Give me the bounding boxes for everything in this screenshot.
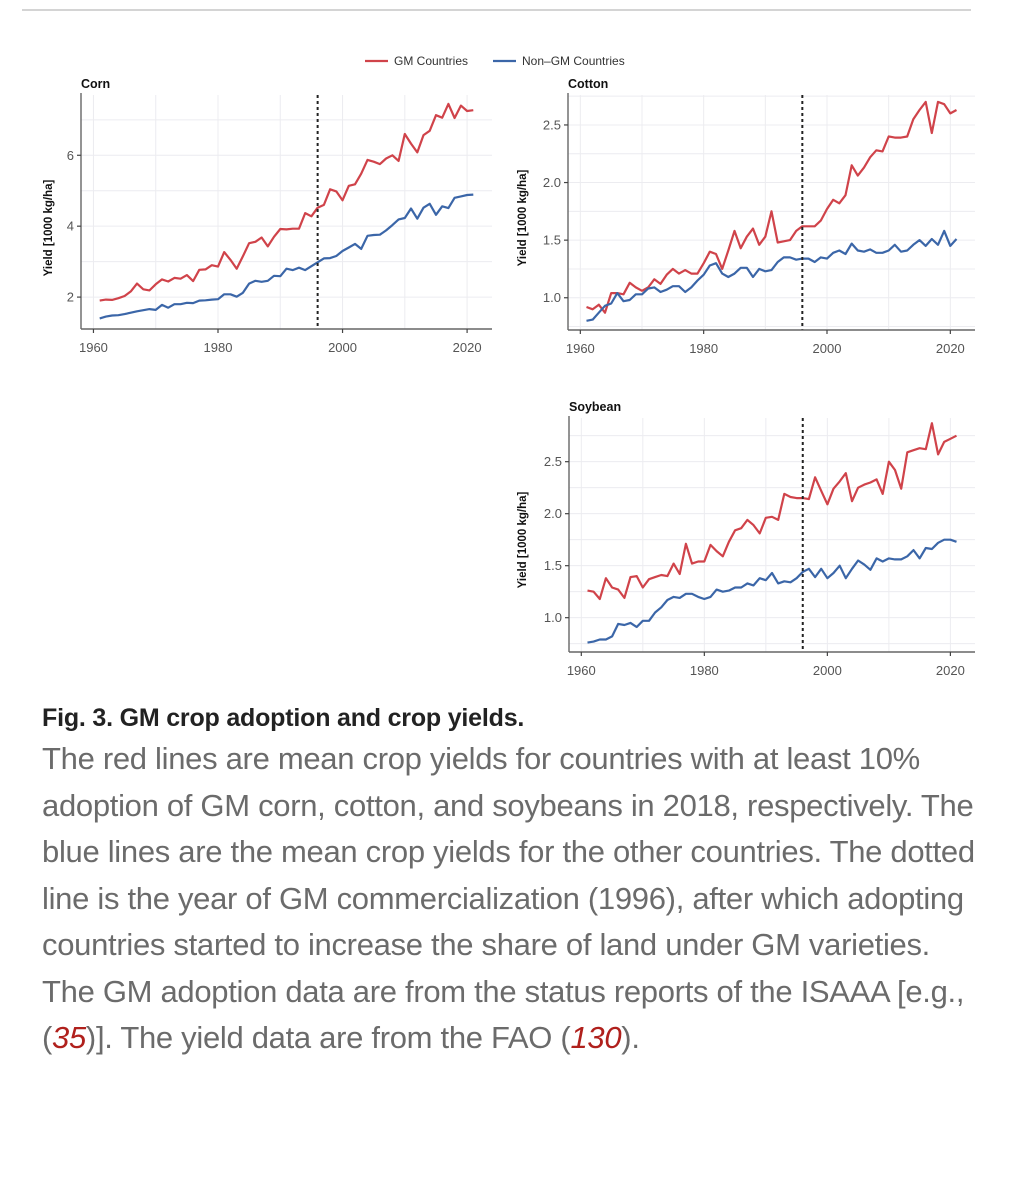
x-tick-label-corn: 2020 [453, 340, 482, 355]
y-tick-label-soybean: 2.5 [544, 454, 562, 469]
series-line-gm-corn [99, 102, 474, 302]
x-tick-label-soybean: 2000 [813, 663, 842, 678]
panel-corn: Corn Yield [1000 kg/ha] 1960 1980 2000 2020… [43, 77, 492, 355]
x-tick-label-cotton: 2000 [813, 341, 842, 356]
series-line-non-gm-corn [99, 193, 474, 320]
series-line-non-gm-cotton [586, 229, 958, 322]
x-tick-label-soybean: 2020 [936, 663, 965, 678]
y-tick-label-cotton: 2.0 [543, 175, 561, 190]
caption-heading: GM crop adoption and crop yields. [119, 704, 525, 732]
figure-gm-crop-yields: GM Countries Non–GM Countries Corn Yield… [43, 54, 975, 678]
y-tick-label-corn: 2 [67, 290, 74, 305]
y-tick-label-cotton: 1.5 [543, 233, 561, 248]
series-line-gm-soybean [587, 422, 957, 601]
x-tick-label-corn: 1960 [79, 340, 108, 355]
reference-link-130[interactable]: 130 [570, 1020, 622, 1055]
panel-cotton: Cotton Yield [1000 kg/ha] 1960 1980 2000 20… [517, 77, 975, 356]
panel-title-soybean: Soybean [569, 400, 621, 414]
x-tick-label-cotton: 2020 [936, 341, 965, 356]
y-tick-label-corn: 6 [67, 148, 74, 163]
panel-title-corn: Corn [81, 77, 110, 91]
x-tick-label-cotton: 1980 [689, 341, 718, 356]
series-line-non-gm-soybean [587, 538, 957, 644]
y-axis-title-soybean: Yield [1000 kg/ha] [517, 491, 529, 588]
top-divider [22, 9, 971, 11]
caption-body: The red lines are mean crop yields for c… [42, 736, 982, 1062]
y-tick-label-soybean: 1.5 [544, 558, 562, 573]
panel-soybean: Soybean Yield [1000 kg/ha] 1960 1980 2000 2… [517, 400, 975, 678]
legend-label-gm: GM Countries [394, 54, 468, 68]
y-tick-label-cotton: 2.5 [543, 117, 561, 132]
caption-title: Fig. 3. GM crop adoption and crop yields… [42, 700, 982, 736]
legend: GM Countries Non–GM Countries [365, 54, 625, 68]
caption-text-1: The red lines are mean crop yields for c… [42, 741, 975, 1055]
y-tick-label-corn: 4 [67, 219, 74, 234]
panel-title-cotton: Cotton [568, 77, 608, 91]
caption-text-3: ). [621, 1020, 640, 1055]
y-axis-title-corn: Yield [1000 kg/ha] [43, 179, 55, 276]
caption-text-2: )]. The yield data are from the FAO ( [85, 1020, 571, 1055]
x-tick-label-corn: 1980 [204, 340, 233, 355]
x-tick-label-cotton: 1960 [566, 341, 595, 356]
figure-label: Fig. 3. [42, 704, 113, 732]
y-tick-label-soybean: 2.0 [544, 506, 562, 521]
y-tick-label-cotton: 1.0 [543, 290, 561, 305]
y-tick-label-soybean: 1.0 [544, 610, 562, 625]
x-tick-label-corn: 2000 [328, 340, 357, 355]
y-axis-title-cotton: Yield [1000 kg/ha] [517, 169, 529, 266]
reference-link-35[interactable]: 35 [52, 1020, 86, 1055]
figure-caption: Fig. 3. GM crop adoption and crop yields… [42, 700, 982, 1062]
legend-label-non-gm: Non–GM Countries [522, 54, 625, 68]
x-tick-label-soybean: 1980 [690, 663, 719, 678]
x-tick-label-soybean: 1960 [567, 663, 596, 678]
